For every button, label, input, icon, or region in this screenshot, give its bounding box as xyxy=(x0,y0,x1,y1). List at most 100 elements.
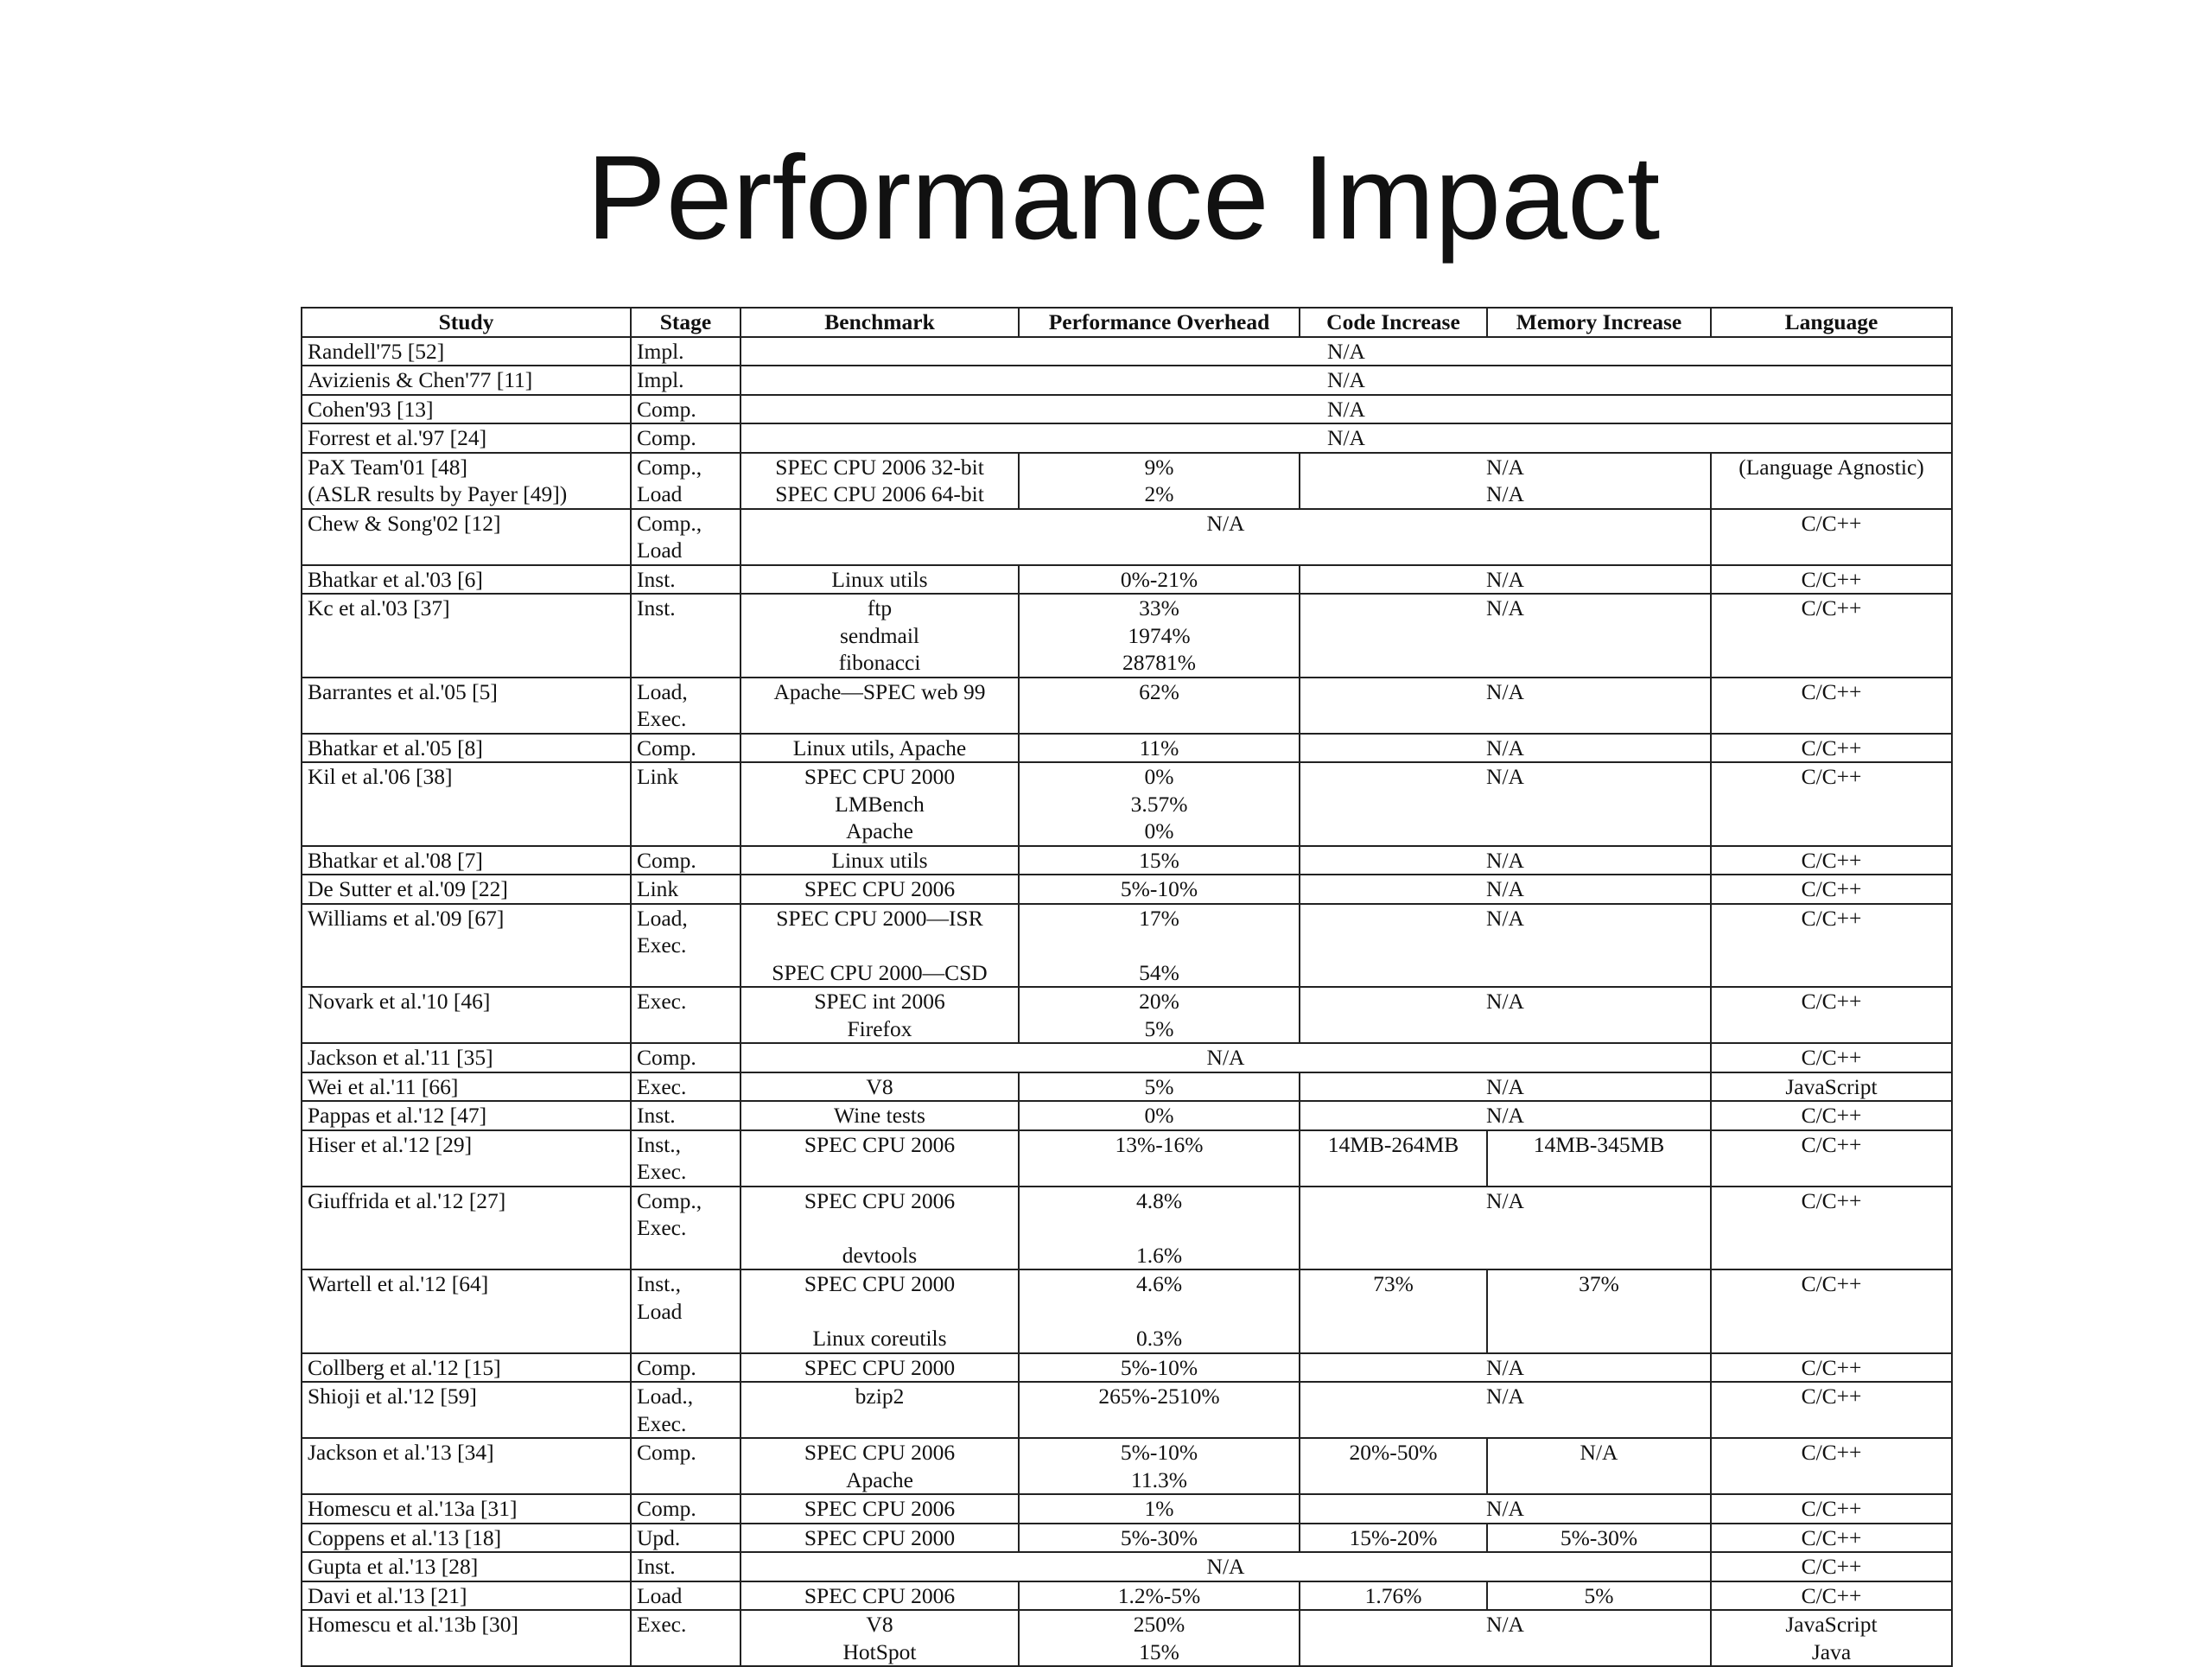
cell-stage: Load xyxy=(630,1580,741,1611)
cell-performance-overhead-line xyxy=(1025,932,1294,959)
cell-language-line: C/C++ xyxy=(1801,1554,1862,1579)
cell-benchmark-line: SPEC CPU 2000 xyxy=(804,1524,956,1550)
cell-stage: Inst. xyxy=(630,593,741,678)
cell-study: Wartell et al.'12 [64] xyxy=(301,1269,632,1354)
cell-performance-overhead-line: 1974% xyxy=(1128,622,1191,648)
cell-code-increase: 1.76% xyxy=(1299,1580,1488,1611)
cell-language: C/C++ xyxy=(1710,1185,1953,1270)
cell-stage-line: Inst. xyxy=(637,1554,676,1579)
cell-performance-overhead-line: 1.6% xyxy=(1135,1242,1183,1268)
cell-study: Kc et al.'03 [37] xyxy=(301,593,632,678)
cell-not-available: N/A xyxy=(740,1042,1712,1073)
cell-benchmark: Apache—SPEC web 99 xyxy=(740,676,1020,735)
cell-stage: Comp. xyxy=(630,844,741,875)
cell-performance-overhead-line: 11% xyxy=(1139,735,1179,760)
table-row: Wei et al.'11 [66] Exec. V8 5% N/A JavaScript xyxy=(301,1071,1953,1102)
cell-study-line: Jackson et al.'13 [34] xyxy=(308,1440,494,1465)
cell-benchmark: SPEC int 2006 Firefox xyxy=(740,986,1020,1044)
cell-study: Gupta et al.'13 [28] xyxy=(301,1551,632,1582)
cell-performance-overhead-line: 20% xyxy=(1139,989,1179,1014)
cell-stage: Load, Exec. xyxy=(630,676,741,735)
cell-study-line: Collberg et al.'12 [15] xyxy=(308,1354,501,1380)
cell-memory-increase: 5% xyxy=(1486,1580,1712,1611)
cell-benchmark-line: ftp xyxy=(867,595,893,620)
cell-study-line: PaX Team'01 [48] xyxy=(308,454,468,480)
cell-performance-overhead: 15% xyxy=(1018,844,1300,875)
cell-stage: Impl. xyxy=(630,365,741,396)
cell-study-line: Homescu et al.'13b [30] xyxy=(308,1612,518,1637)
table-row: Randell'75 [52] Impl. N/A xyxy=(301,335,1953,366)
cell-language: JavaScript Java xyxy=(1710,1609,1953,1667)
cell-benchmark-line: SPEC CPU 2006 xyxy=(804,1131,956,1157)
cell-language: C/C++ xyxy=(1710,1352,1953,1383)
cell-benchmark-line: SPEC CPU 2006 64-bit xyxy=(775,481,984,506)
cell-stage-line: Comp., xyxy=(637,510,702,536)
cell-stage-line: Upd. xyxy=(637,1524,681,1550)
cell-stage: Load., Exec. xyxy=(630,1381,741,1439)
cell-performance-overhead: 0% xyxy=(1018,1100,1300,1131)
cell-performance-overhead-line: 15% xyxy=(1139,1638,1179,1664)
cell-study: Avizienis & Chen'77 [11] xyxy=(301,365,632,396)
cell-language-line: C/C++ xyxy=(1801,1582,1862,1608)
cell-stage-line: Link xyxy=(637,764,679,789)
cell-stage-line: Exec. xyxy=(637,932,687,958)
cell-benchmark-line: SPEC CPU 2000 xyxy=(804,1271,956,1296)
table-row: Cohen'93 [13] Comp. N/A xyxy=(301,393,1953,424)
cell-stage: Exec. xyxy=(630,1609,741,1667)
cell-stage-line: Comp. xyxy=(637,735,696,760)
cell-code-memory-increase: N/A xyxy=(1299,986,1712,1044)
cell-code-memory-increase: N/A N/A xyxy=(1299,451,1712,510)
cell-study: Jackson et al.'13 [34] xyxy=(301,1437,632,1495)
table-row: Homescu et al.'13a [31] Comp. SPEC CPU 200… xyxy=(301,1493,1953,1524)
cell-performance-overhead: 0% 3.57% 0% xyxy=(1018,761,1300,847)
cell-language-line: C/C++ xyxy=(1801,1045,1862,1070)
cell-stage: Comp., Load xyxy=(630,507,741,566)
cell-study-line: Hiser et al.'12 [29] xyxy=(308,1131,473,1157)
cell-language-line: C/C++ xyxy=(1801,566,1862,592)
cell-study-line: De Sutter et al.'09 [22] xyxy=(308,876,508,901)
cell-memory-increase: 5%-30% xyxy=(1486,1522,1712,1553)
cell-stage-line: Link xyxy=(637,876,679,901)
cell-study: Chew & Song'02 [12] xyxy=(301,507,632,566)
cell-code-memory-increase-line: N/A xyxy=(1486,1384,1524,1409)
cell-performance-overhead: 5%-30% xyxy=(1018,1522,1300,1553)
cell-language: C/C++ xyxy=(1710,1129,1953,1187)
cell-study: Pappas et al.'12 [47] xyxy=(301,1100,632,1131)
cell-stage-line: Impl. xyxy=(637,338,684,364)
cell-benchmark: bzip2 xyxy=(740,1381,1020,1439)
cell-study: Homescu et al.'13b [30] xyxy=(301,1609,632,1667)
cell-language-line: C/C++ xyxy=(1801,595,1862,620)
cell-study: Wei et al.'11 [66] xyxy=(301,1071,632,1102)
header-stage: Stage xyxy=(630,307,741,338)
cell-language-line: C/C++ xyxy=(1801,1496,1862,1521)
cell-performance-overhead-line: 9% xyxy=(1144,454,1174,480)
table-row: Giuffrida et al.'12 [27] Comp., Exec. SPEC … xyxy=(301,1185,1953,1270)
cell-performance-overhead: 11% xyxy=(1018,732,1300,763)
cell-benchmark: SPEC CPU 2000 xyxy=(740,1352,1020,1383)
cell-performance-overhead-line: 0% xyxy=(1144,1103,1174,1128)
cell-benchmark-line: Linux utils xyxy=(831,566,928,592)
cell-stage: Comp. xyxy=(630,393,741,424)
cell-performance-overhead-line: 13%-16% xyxy=(1115,1131,1204,1157)
cell-code-memory-increase: N/A xyxy=(1299,1185,1712,1270)
cell-language-line: C/C++ xyxy=(1801,1354,1862,1380)
cell-stage-line: Comp., xyxy=(637,1187,702,1213)
table-row: Forrest et al.'97 [24] Comp. N/A xyxy=(301,423,1953,454)
cell-code-memory-increase-line: N/A xyxy=(1486,1354,1524,1380)
cell-stage-line: Exec. xyxy=(637,1215,687,1240)
cell-performance-overhead-line: 0% xyxy=(1144,818,1174,843)
cell-performance-overhead-line: 4.8% xyxy=(1135,1187,1183,1213)
cell-stage-line: Comp., xyxy=(637,454,702,480)
cell-performance-overhead-line xyxy=(1025,1214,1294,1242)
cell-benchmark: Linux utils xyxy=(740,563,1020,595)
cell-study: Novark et al.'10 [46] xyxy=(301,986,632,1044)
table-row: Gupta et al.'13 [28] Inst. N/A C/C++ xyxy=(301,1551,1953,1582)
cell-stage: Inst., Load xyxy=(630,1269,741,1354)
cell-benchmark-line: Apache xyxy=(846,1467,913,1492)
cell-not-available: N/A xyxy=(740,507,1712,566)
cell-language-line: C/C++ xyxy=(1801,1384,1862,1409)
cell-code-increase-line: 15%-20% xyxy=(1349,1524,1438,1550)
table-row: PaX Team'01 [48] (ASLR results by Payer [… xyxy=(301,451,1953,510)
table-row: Pappas et al.'12 [47] Inst. Wine tests 0% N/… xyxy=(301,1100,1953,1131)
cell-language: C/C++ xyxy=(1710,1493,1953,1524)
